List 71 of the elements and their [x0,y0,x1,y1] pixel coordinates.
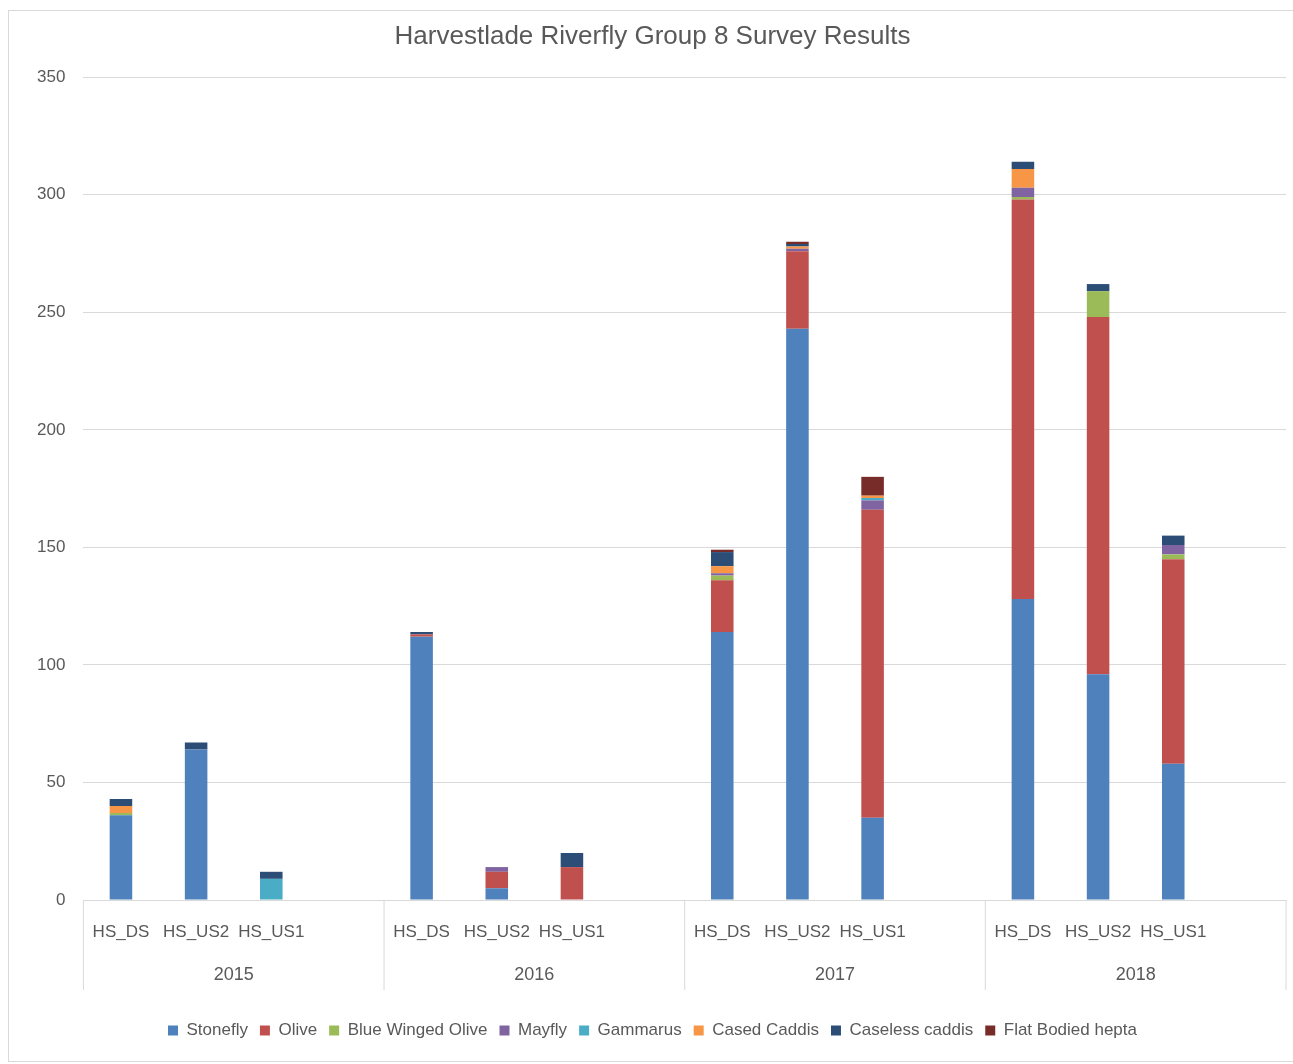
x-tick-label: HS_US1 [238,921,305,941]
bar [560,867,584,900]
bar [1011,168,1035,188]
bar [786,251,809,329]
bar [861,509,884,818]
bar [109,805,133,814]
x-tick-label: HS_DS [92,921,150,941]
x-tick-label: HS_US2 [163,921,230,941]
bar [1161,545,1185,555]
bar [485,871,509,889]
text: 2017 [814,963,856,984]
bar [260,878,283,900]
bar [861,476,884,496]
x-tick-label: HS_DS [693,921,751,941]
bar [1086,291,1110,317]
bar [1086,316,1110,675]
bar [1011,187,1035,198]
y-tick-label: 200 [36,419,66,439]
bar [410,636,433,900]
text: 2016 [514,963,555,984]
bar [260,871,283,879]
x-tick-label: HS_US2 [764,921,831,941]
bar [109,798,133,806]
bar [786,328,809,900]
bar [1086,674,1110,900]
bar [560,852,584,868]
bar [1161,559,1185,764]
chart-title: Harvestlade Riverfly Group 8 Survey Results [394,19,911,50]
x-tick-label: HS_US1 [538,921,606,941]
bar [710,566,734,574]
legend-label: Flat Bodied hepta [1003,1020,1138,1040]
bar [1086,284,1110,292]
bar [1011,199,1035,600]
x-tick-label: HS_DS [393,921,450,941]
x-tick-label: HS_US1 [1140,921,1207,941]
text: 2018 [1115,963,1156,984]
x-tick-label: HS_US1 [839,921,906,941]
x-tick-label: HS_US2 [1065,921,1132,941]
text: 2015 [213,963,254,984]
bar [184,742,208,750]
bar [861,500,884,510]
bar [1161,763,1185,900]
bar [184,749,208,900]
bar [1161,535,1185,546]
legend-label: Stonefly [186,1020,249,1040]
y-tick-label: 250 [36,301,66,321]
bar [710,632,734,900]
bar [710,552,734,567]
x-tick-label: HS_US2 [463,921,530,941]
legend-label: Caseless caddis [849,1020,974,1040]
bar [710,580,734,632]
y-tick-label: 100 [36,654,66,674]
legend-label: Blue Winged Olive [347,1020,488,1040]
bar [1011,161,1035,169]
y-tick-label: 300 [36,184,66,204]
legend-label: Gammarus [597,1020,682,1040]
legend-label: Mayfly [518,1020,568,1040]
y-tick-label: 350 [36,66,66,86]
y-tick-label: 150 [36,537,66,557]
legend-label: Olive [278,1020,318,1040]
bar [485,867,509,872]
bar [861,817,884,900]
y-tick-label: 50 [46,772,66,792]
legend-label: Cased Caddis [712,1020,819,1040]
bar [485,888,509,900]
y-tick-label: 0 [55,889,66,909]
bar [109,815,133,900]
bar [1161,554,1185,560]
x-tick-label: HS_DS [994,921,1052,941]
bar [1011,599,1035,900]
bar [710,573,734,576]
